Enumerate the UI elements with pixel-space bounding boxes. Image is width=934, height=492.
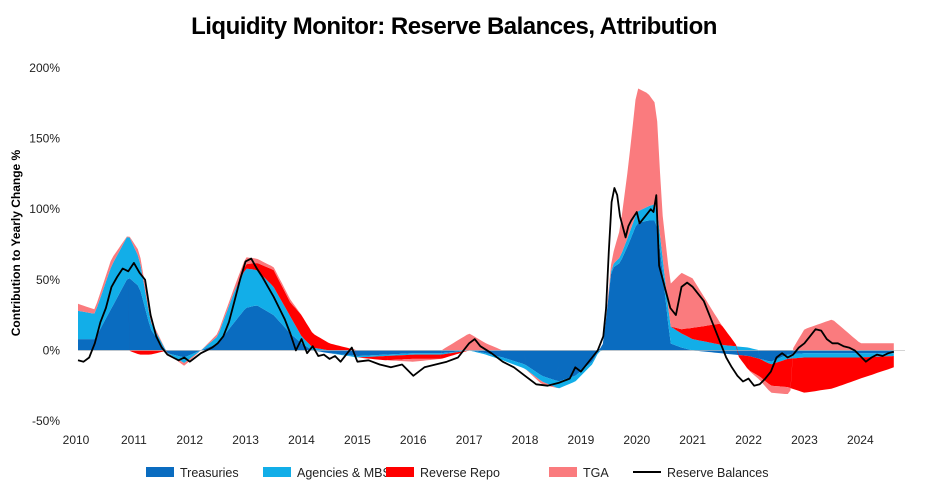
legend-swatch-agencies-mbs <box>263 467 291 477</box>
x-tick-label: 2021 <box>679 433 706 447</box>
y-tick-label: 150% <box>29 132 60 146</box>
legend-label-tga: TGA <box>583 466 609 480</box>
area-treasuries <box>78 220 894 382</box>
x-tick-label: 2019 <box>568 433 595 447</box>
y-tick-label: 200% <box>29 61 60 75</box>
x-tick-label: 2024 <box>847 433 874 447</box>
x-tick-label: 2022 <box>735 433 762 447</box>
x-tick-label: 2015 <box>344 433 371 447</box>
line-reserve-balances <box>77 187 895 387</box>
x-tick-label: 2017 <box>456 433 483 447</box>
legend-swatch-treasuries <box>146 467 174 477</box>
area-reverse-repo <box>78 204 894 393</box>
legend-label-reserve-balances: Reserve Balances <box>667 466 768 480</box>
area-tga <box>78 88 894 394</box>
y-tick-label: 50% <box>36 273 60 287</box>
x-tick-label: 2020 <box>623 433 650 447</box>
y-axis-label: Contribution to Yearly Change % <box>9 149 23 336</box>
legend-label-reverse-repo: Reverse Repo <box>420 466 500 480</box>
x-tick-label: 2014 <box>288 433 315 447</box>
area-agencies-mbs <box>78 204 894 389</box>
y-tick-label: 100% <box>29 202 60 216</box>
legend-label-agencies-mbs: Agencies & MBS <box>297 466 391 480</box>
legend-swatch-reverse-repo <box>386 467 414 477</box>
x-tick-label: 2016 <box>400 433 427 447</box>
legend-label-treasuries: Treasuries <box>180 466 239 480</box>
y-tick-label: 0% <box>43 343 61 357</box>
x-tick-label: 2011 <box>121 433 147 447</box>
y-tick-label: -50% <box>32 414 60 428</box>
x-axis-ticks: 2010 2011 2012 2013 2014 2015 2016 2017 2018 2019… <box>63 433 874 447</box>
stacked-areas <box>78 88 894 394</box>
x-tick-label: 2012 <box>176 433 203 447</box>
y-axis-ticks: -50% 0% 50% 100% 150% 200% <box>29 61 60 428</box>
x-tick-label: 2013 <box>232 433 259 447</box>
reserve-balances-line-group <box>77 187 895 387</box>
x-tick-label: 2023 <box>791 433 818 447</box>
x-tick-label: 2018 <box>512 433 539 447</box>
chart-title: Liquidity Monitor: Reserve Balances, Att… <box>191 13 717 40</box>
x-tick-label: 2010 <box>63 433 90 447</box>
legend: Treasuries Agencies & MBS Reverse Repo TGA R… <box>146 466 768 480</box>
legend-swatch-tga <box>549 467 577 477</box>
